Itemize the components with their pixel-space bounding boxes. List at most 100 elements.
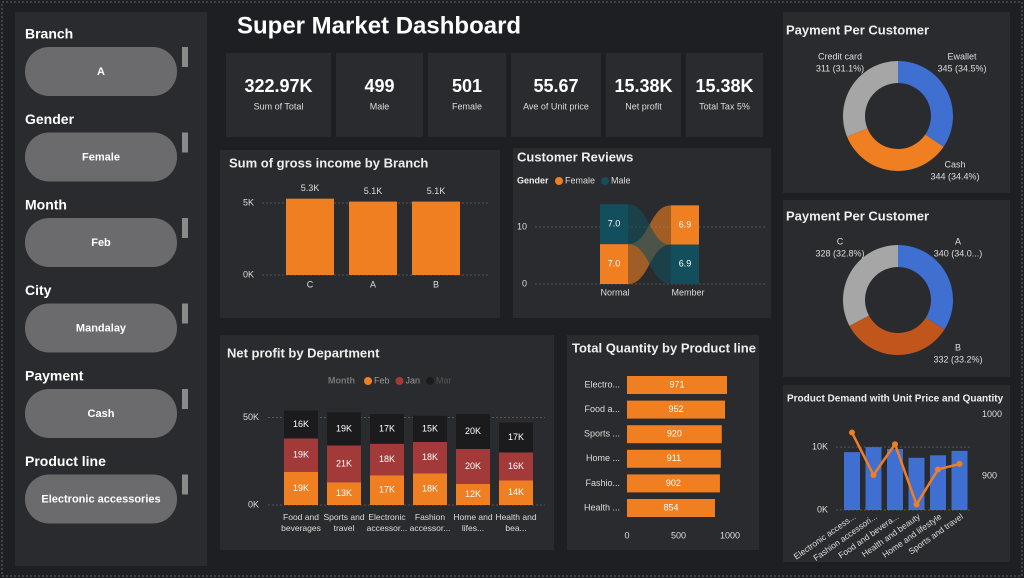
bar-segment [499,452,533,481]
slicer-value: Cash [88,408,115,420]
kpi-label: Female [452,101,482,111]
y-tick-label: Sports ... [584,429,620,439]
y-tick-label: 10 [517,221,527,231]
bar-segment [456,414,490,449]
slicer-label: Month [25,197,67,213]
bar [627,449,721,468]
slicer-box[interactable] [25,132,177,182]
data-label: 6.9 [679,259,692,269]
y-tick-label: 5K [243,197,254,207]
data-label: 19K [336,423,352,433]
slicer-box[interactable] [25,218,177,267]
data-label: 902 [666,478,681,488]
data-label: 6.9 [679,219,692,229]
kpi-label: Total Tax 5% [699,101,750,111]
kpi-label: Sum of Total [254,101,304,111]
data-label: 19K [293,483,309,493]
x-tick-label-box: Electronic accessor... [366,512,408,533]
line-point [956,460,963,467]
x-tick-label: Electronic accessor... [366,512,408,533]
slicer-value: Female [82,151,120,163]
chart-title: Product Demand with Unit Price and Quant… [787,394,1004,405]
y-tick-label: Health ... [584,502,620,512]
bar [930,455,946,510]
slicer-box[interactable] [25,389,177,438]
chart-title: Payment Per Customer [786,208,929,223]
line-point [870,471,877,478]
kpi-value: 55.67 [533,76,578,96]
x-tick-label-box: Food and beverages [281,512,321,533]
x-tick-label: Sports and travel [323,512,365,533]
line-point [849,429,855,436]
bar [627,474,720,493]
y-tick-label: 900 [982,471,997,481]
slicer-label: Product line [25,453,106,469]
donut-slice [843,245,898,326]
x-tick-label: Home and lifes... [453,512,493,533]
kpi-card [226,53,331,137]
bar-segment [413,442,447,474]
donut-slice [849,315,945,355]
data-label: 14K [508,487,524,497]
data-label: 328 (32.8%) [815,248,864,258]
slice-label: Credit card [818,51,862,61]
chart-title: Payment Per Customer [786,22,929,37]
data-label: 17K [379,485,395,495]
slicer-box[interactable] [25,303,177,353]
data-label: 16K [293,419,309,429]
x-tick-label: 0 [624,530,629,540]
x-tick-label: Health and bea... [495,512,537,533]
scrollbar [182,389,188,409]
bar [671,205,699,245]
data-label: 19K [293,450,309,460]
scrollbar [182,218,188,238]
kpi-card [336,53,423,137]
kpi-value: 499 [364,76,394,96]
donut-slice [843,61,898,137]
bar-segment [327,412,361,446]
line [850,431,960,508]
data-label: 344 (34.4%) [930,171,979,181]
bar [600,244,628,284]
chart-title: Customer Reviews [517,149,633,164]
x-tick-label: Food and beverages [281,512,321,533]
legend-marker [555,177,563,185]
kpi-card [606,53,681,137]
slicer-box[interactable] [25,474,177,524]
bar [349,201,397,275]
kpi-card [686,53,763,137]
data-label: 5.3K [301,183,320,193]
bar [951,450,968,510]
bar-segment [327,445,361,483]
chart-title: Net profit by Department [227,345,380,360]
bar-segment [413,473,447,505]
x-tick-label: B [433,279,439,289]
x-tick-label: 1000 [720,530,740,540]
slice-label: B [955,342,961,352]
slicer-value: Electronic accessories [41,493,160,505]
legend-title: Gender [517,175,549,185]
data-label: 920 [667,429,682,439]
dashboard-title: Super Market Dashboard [237,12,521,39]
data-label: 332 (33.2%) [933,354,982,364]
bar [844,452,860,510]
slicer-label: Payment [25,368,84,384]
x-tick-label: Member [671,287,704,297]
legend-label: Male [611,175,631,185]
kpi-value: 15.38K [695,76,753,96]
donut-slice [898,245,953,330]
data-label: 7.0 [608,219,621,229]
bar-segment [370,443,404,476]
line-point [892,441,898,448]
bar [286,198,334,275]
kpi-value: 15.38K [614,76,672,96]
data-label: 18K [422,484,438,494]
slicer-box[interactable] [25,47,177,96]
y-tick-label: Electro... [584,379,620,389]
slice-label: Cash [944,159,965,169]
slicer-value: Feb [91,237,111,249]
data-label: 21K [336,458,352,468]
bar-segment [370,414,404,444]
slicer-label: City [25,282,52,298]
